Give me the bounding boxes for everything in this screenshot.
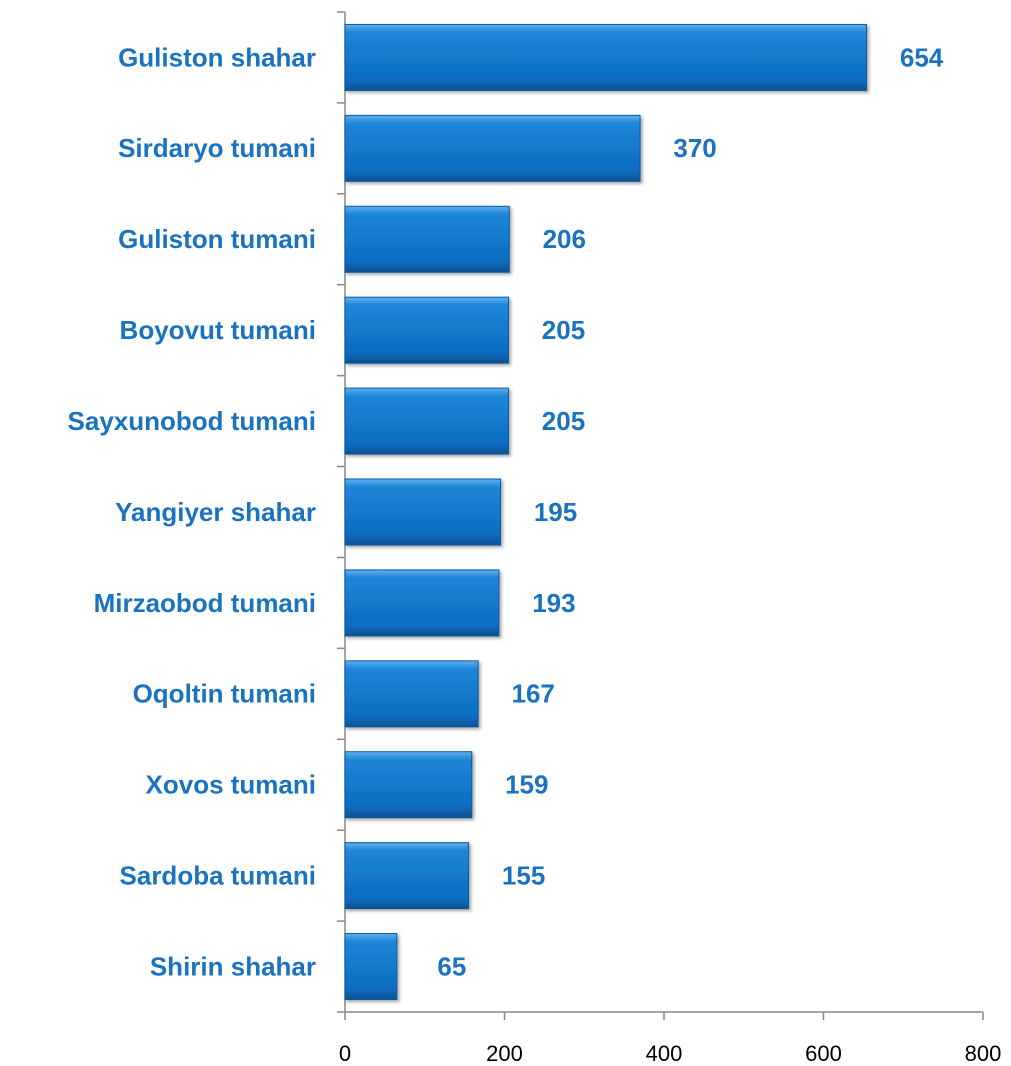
bar [344,205,510,273]
category-label: Sirdaryo tumani [118,133,316,163]
bar [344,660,479,728]
bar [344,114,641,182]
x-tick-label: 0 [339,1041,351,1066]
bar [344,842,470,910]
x-tick-label: 400 [646,1041,683,1066]
value-label: 167 [511,679,554,709]
bar [344,751,473,819]
category-label: Xovos tumani [146,770,316,800]
bar [344,569,500,637]
value-label: 195 [534,497,577,527]
value-label: 155 [502,861,545,891]
bar [344,478,502,546]
category-label: Yangiyer shahar [115,497,316,527]
value-label: 193 [532,588,575,618]
category-label: Guliston tumani [118,224,316,254]
bar [344,933,398,1001]
category-label: Mirzaobod tumani [94,588,316,618]
value-label: 206 [543,224,586,254]
category-label: Oqoltin tumani [133,679,316,709]
value-label: 65 [437,951,466,981]
bar [344,296,509,364]
value-label: 205 [542,315,585,345]
bar [344,387,509,455]
value-label: 205 [542,406,585,436]
x-tick-label: 600 [805,1041,842,1066]
category-label: Shirin shahar [150,951,316,981]
value-label: 370 [673,133,716,163]
value-label: 654 [900,42,944,72]
category-label: Guliston shahar [118,42,316,72]
category-label: Sayxunobod tumani [68,406,316,436]
x-tick-label: 200 [486,1041,523,1066]
value-label: 159 [505,770,548,800]
category-label: Boyovut tumani [120,315,316,345]
bar [344,23,868,91]
x-tick-label: 800 [965,1041,1002,1066]
category-label: Sardoba tumani [120,861,316,891]
